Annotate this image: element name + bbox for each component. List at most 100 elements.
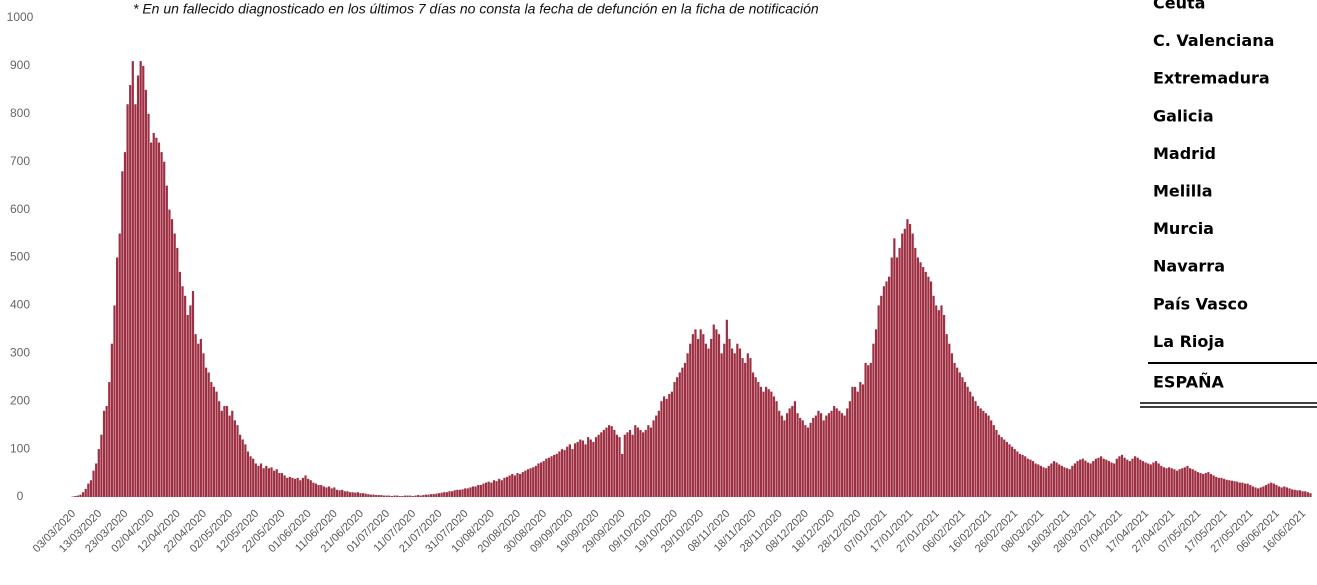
bar: [681, 367, 684, 497]
bar: [437, 493, 441, 497]
bar: [123, 152, 127, 497]
bar: [194, 334, 197, 497]
bar: [116, 257, 119, 497]
bar: [1222, 478, 1226, 497]
bar: [963, 382, 967, 497]
bar: [516, 473, 519, 497]
y-tick-label: 700: [10, 154, 30, 168]
bar: [736, 343, 739, 497]
bar: [924, 271, 927, 497]
bar: [212, 386, 216, 497]
bar: [186, 314, 189, 497]
bar: [173, 233, 176, 498]
bar: [869, 362, 872, 497]
bar: [1102, 458, 1105, 497]
bar: [1094, 458, 1097, 497]
bar: [76, 495, 79, 497]
bar: [456, 489, 459, 497]
bar: [262, 468, 265, 497]
bar: [901, 233, 904, 498]
bar: [717, 334, 721, 497]
bar: [414, 495, 417, 497]
bar: [642, 432, 645, 497]
bar: [1257, 488, 1260, 497]
bar: [81, 492, 85, 497]
bar: [929, 281, 933, 497]
bar: [804, 425, 807, 497]
bar: [655, 415, 658, 497]
bar: [1186, 465, 1189, 497]
bar: [356, 492, 359, 497]
bar: [448, 491, 451, 497]
bar: [466, 488, 469, 497]
bar: [464, 488, 467, 497]
bar: [725, 319, 728, 497]
bar: [338, 490, 341, 497]
bar: [948, 343, 951, 497]
bar: [479, 485, 482, 497]
bar: [1018, 453, 1022, 497]
bar: [1173, 469, 1176, 497]
bar: [325, 487, 328, 497]
bar: [689, 343, 692, 497]
bar: [469, 487, 472, 497]
bar: [372, 494, 375, 497]
bar: [1306, 492, 1309, 497]
bar: [882, 286, 885, 497]
bar: [1199, 473, 1202, 497]
bar: [1298, 490, 1302, 497]
bar: [435, 493, 438, 497]
bar: [275, 469, 278, 497]
bar: [165, 185, 168, 497]
bar: [176, 247, 179, 497]
bar: [110, 343, 113, 497]
bar: [634, 425, 637, 497]
bar: [79, 494, 82, 497]
bar: [189, 305, 192, 497]
bar: [976, 405, 980, 497]
bar: [749, 358, 752, 497]
bar: [416, 495, 420, 497]
bar: [1168, 467, 1171, 497]
bar: [1301, 491, 1304, 497]
bar: [246, 451, 250, 497]
bar: [136, 75, 140, 497]
bar: [809, 422, 812, 497]
bar: [694, 329, 697, 497]
bar: [511, 474, 514, 497]
bar: [382, 495, 386, 497]
bar: [906, 219, 909, 497]
bar: [225, 405, 229, 497]
bar: [877, 305, 880, 497]
bar: [1128, 461, 1131, 497]
bar: [631, 434, 634, 497]
bar: [741, 358, 744, 497]
bar: [398, 496, 401, 497]
bar: [74, 496, 77, 497]
bar: [244, 444, 247, 497]
bar: [204, 367, 208, 497]
bar: [1272, 483, 1275, 497]
bar: [1188, 468, 1192, 497]
bar: [927, 276, 930, 497]
bar: [95, 463, 98, 497]
bar: [573, 443, 577, 497]
bar: [1005, 441, 1008, 497]
bar: [207, 372, 210, 497]
bar: [440, 492, 443, 497]
bar: [859, 382, 862, 497]
bar: [822, 420, 825, 497]
bar: [401, 496, 404, 497]
bar: [309, 480, 312, 497]
bar: [487, 481, 490, 497]
bar: [1254, 487, 1257, 497]
bar: [767, 389, 770, 497]
bar: [1136, 457, 1139, 497]
bar: [1026, 458, 1029, 497]
bar: [471, 486, 475, 497]
bar: [521, 472, 524, 497]
bar: [118, 233, 121, 498]
bar: [621, 453, 624, 497]
bar: [333, 487, 336, 497]
bar: [524, 470, 527, 497]
